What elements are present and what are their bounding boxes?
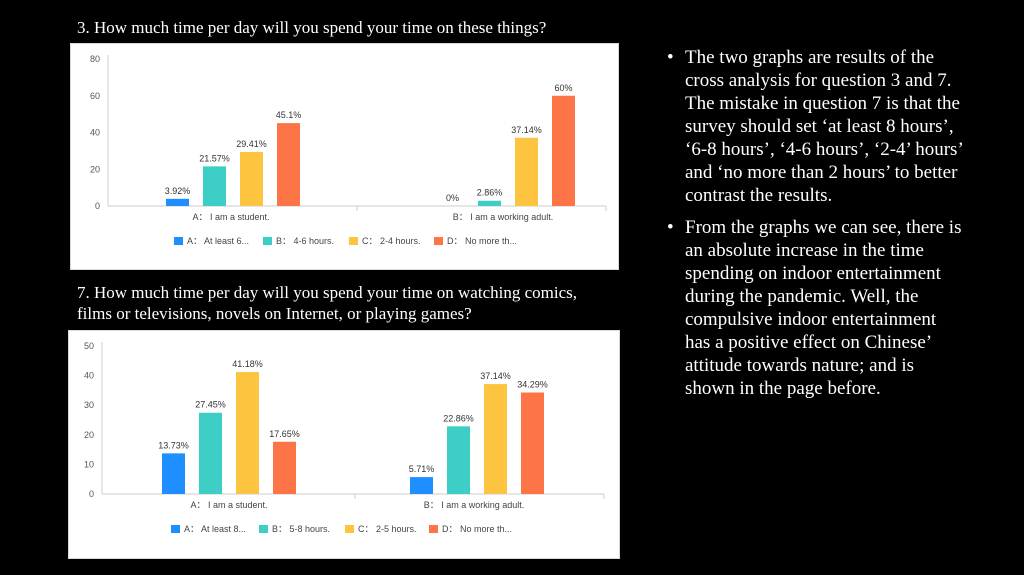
chart-question-3-svg: 0 20 40 60 80 3.92% 21.57% 29.41% 45.1% A： I am a… xyxy=(90,54,607,246)
chart-bar xyxy=(273,441,296,494)
legend-swatch xyxy=(434,237,443,245)
data-label: 60% xyxy=(554,83,572,93)
legend-label: B： 4-6 hours. xyxy=(276,236,334,246)
chart-question-3: 0 20 40 60 80 3.92% 21.57% 29.41% 45.1% A： I am a… xyxy=(70,43,619,270)
y-tick-label: 0 xyxy=(89,489,94,499)
analysis-bullet-list: • The two graphs are results of the cross… xyxy=(664,46,964,409)
data-label: 17.65% xyxy=(269,429,300,439)
bullet-item: • The two graphs are results of the cross… xyxy=(664,46,964,207)
chart-question-7-svg: 0 10 20 30 40 50 13.73% 27.45% 41.18% 17.65% A： I … xyxy=(84,341,605,534)
data-label: 21.57% xyxy=(199,153,230,163)
data-label: 0% xyxy=(446,193,459,203)
question-7-title: 7. How much time per day will you spend … xyxy=(77,283,577,323)
chart-bar xyxy=(236,372,259,494)
legend-label: B： 5-8 hours. xyxy=(272,524,330,534)
chart-question-7: 0 10 20 30 40 50 13.73% 27.45% 41.18% 17.65% A： I … xyxy=(68,330,620,559)
x-category-label: A： I am a student. xyxy=(192,212,269,222)
chart-bar xyxy=(162,453,185,494)
x-category-label: B： I am a working adult. xyxy=(453,212,554,222)
data-label: 2.86% xyxy=(477,188,503,198)
y-tick-label: 50 xyxy=(84,341,94,351)
x-category-label: B： I am a working adult. xyxy=(424,500,525,510)
chart-bar xyxy=(552,95,575,206)
legend-label: C： 2-5 hours. xyxy=(358,524,417,534)
data-label: 37.14% xyxy=(511,125,542,135)
chart-bar xyxy=(199,412,222,494)
y-tick-label: 30 xyxy=(84,400,94,410)
bullet-dot-icon: • xyxy=(667,47,674,68)
y-tick-label: 0 xyxy=(95,201,100,211)
y-tick-label: 20 xyxy=(84,430,94,440)
legend-swatch xyxy=(259,525,268,533)
legend-swatch xyxy=(345,525,354,533)
chart-bar xyxy=(410,477,433,494)
legend-swatch xyxy=(174,237,183,245)
chart-bar xyxy=(203,166,226,206)
y-tick-label: 60 xyxy=(90,91,100,101)
chart-bar xyxy=(447,426,470,494)
chart-bar xyxy=(484,384,507,494)
data-label: 22.86% xyxy=(443,413,474,423)
chart-bar xyxy=(240,151,263,206)
chart-bar xyxy=(277,123,300,206)
legend-swatch xyxy=(349,237,358,245)
chart-bar xyxy=(166,198,189,206)
legend-label: D： No more th... xyxy=(442,524,512,534)
y-tick-label: 40 xyxy=(90,128,100,138)
legend-label: D： No more th... xyxy=(447,236,517,246)
data-label: 27.45% xyxy=(195,400,226,410)
y-tick-label: 20 xyxy=(90,164,100,174)
chart-bar xyxy=(521,392,544,494)
legend-label: C： 2-4 hours. xyxy=(362,236,421,246)
data-label: 29.41% xyxy=(236,139,267,149)
question-3-title: 3. How much time per day will you spend … xyxy=(77,18,547,37)
x-category-label: A： I am a student. xyxy=(190,500,267,510)
data-label: 5.71% xyxy=(409,464,435,474)
bullet-text: The two graphs are results of the cross … xyxy=(685,47,963,206)
data-label: 45.1% xyxy=(276,110,302,120)
chart-bar xyxy=(478,200,501,206)
data-label: 3.92% xyxy=(165,186,191,196)
chart-bar xyxy=(515,137,538,206)
legend-swatch xyxy=(263,237,272,245)
legend-label: A： At least 6... xyxy=(187,236,249,246)
y-tick-label: 40 xyxy=(84,371,94,381)
legend-swatch xyxy=(171,525,180,533)
data-label: 13.73% xyxy=(158,440,189,450)
y-tick-label: 80 xyxy=(90,54,100,64)
bullet-dot-icon: • xyxy=(667,217,674,238)
legend-label: A： At least 8... xyxy=(184,524,246,534)
legend-swatch xyxy=(429,525,438,533)
data-label: 37.14% xyxy=(480,371,511,381)
data-label: 34.29% xyxy=(517,380,548,390)
bullet-item: • From the graphs we can see, there is an… xyxy=(664,216,964,400)
data-label: 41.18% xyxy=(232,359,263,369)
y-tick-label: 10 xyxy=(84,459,94,469)
bullet-text: From the graphs we can see, there is an … xyxy=(685,217,962,399)
